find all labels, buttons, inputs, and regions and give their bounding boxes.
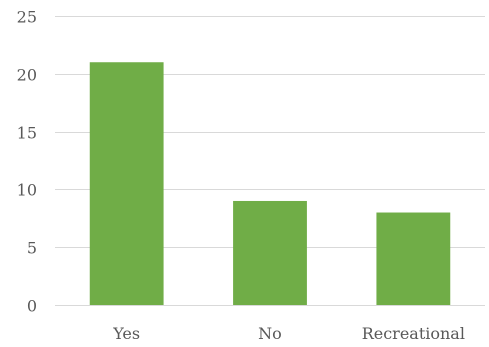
bars <box>89 62 451 305</box>
y-tick-label: 10 <box>17 181 37 200</box>
bar-recreational <box>376 212 451 305</box>
x-category-label: Recreational <box>362 324 465 343</box>
y-tick-label: 5 <box>27 239 37 258</box>
y-axis-tick-labels: 0 5 10 15 20 25 <box>17 8 37 316</box>
bar-no <box>233 200 307 305</box>
x-axis-category-labels: Yes No Recreational <box>112 324 465 343</box>
y-tick-label: 0 <box>27 297 37 316</box>
x-category-label: No <box>258 324 282 343</box>
y-tick-label: 25 <box>17 8 37 27</box>
bar-yes <box>89 62 164 305</box>
x-category-label: Yes <box>112 324 140 343</box>
y-tick-label: 20 <box>17 66 37 85</box>
y-tick-label: 15 <box>17 124 37 143</box>
